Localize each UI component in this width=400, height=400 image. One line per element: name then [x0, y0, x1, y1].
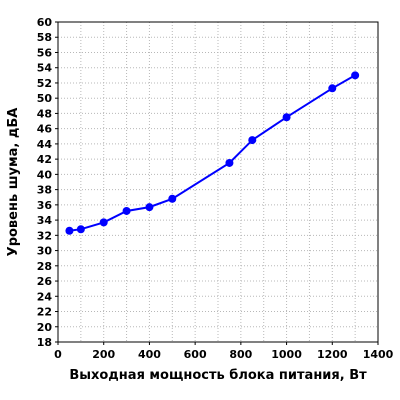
y-tick-label: 26: [37, 275, 53, 288]
x-tick-label: 0: [54, 348, 62, 361]
y-tick-label: 28: [37, 260, 52, 273]
y-tick-labels: 18 20 22 24 26 28 30 32 34 36 38 40 42 44 46 48 50 52 54 56…: [37, 16, 53, 349]
y-tick-label: 50: [37, 92, 53, 105]
data-point: [282, 113, 291, 122]
data-point: [328, 84, 337, 93]
data-point: [145, 203, 154, 212]
y-tick-label: 20: [37, 321, 53, 334]
y-tick-label: 38: [37, 184, 52, 197]
x-tick-label: 1200: [317, 348, 348, 361]
data-point: [99, 218, 108, 227]
y-tick-label: 60: [37, 16, 53, 29]
y-tick-label: 34: [37, 214, 53, 227]
data-point: [168, 194, 177, 203]
y-tick-label: 30: [37, 245, 53, 258]
tick-marks: [55, 21, 379, 345]
y-tick-label: 52: [37, 77, 52, 90]
y-tick-label: 56: [37, 46, 53, 59]
x-tick-label: 200: [92, 348, 115, 361]
y-axis-title: Уровень шума, дБА: [6, 108, 21, 257]
data-point: [225, 158, 234, 167]
plot-frame: [57, 21, 379, 343]
data-point: [65, 226, 74, 235]
y-tick-label: 32: [37, 229, 52, 242]
y-tick-label: 54: [37, 62, 53, 75]
data-point: [76, 225, 85, 234]
y-tick-label: 40: [37, 168, 53, 181]
y-tick-label: 48: [37, 107, 52, 120]
y-tick-label: 44: [37, 138, 53, 151]
y-tick-label: 46: [37, 123, 53, 136]
grid: [58, 21, 378, 343]
y-tick-label: 24: [37, 290, 53, 303]
x-tick-label: 1400: [363, 348, 394, 361]
x-tick-label: 1000: [271, 348, 302, 361]
x-tick-label: 400: [138, 348, 161, 361]
y-tick-label: 42: [37, 153, 52, 166]
y-tick-label: 22: [37, 306, 52, 319]
x-tick-labels: 0 200 400 600 800 1000 1200 1400: [54, 348, 393, 361]
y-tick-label: 18: [37, 336, 52, 349]
x-axis-title: Выходная мощность блока питания, Вт: [69, 368, 367, 383]
data-point: [351, 71, 360, 80]
series-layer: [65, 71, 360, 235]
x-tick-label: 800: [229, 348, 252, 361]
y-tick-label: 36: [37, 199, 53, 212]
x-tick-label: 600: [184, 348, 207, 361]
data-point: [122, 206, 131, 215]
data-point: [248, 136, 257, 145]
y-tick-label: 58: [37, 31, 52, 44]
